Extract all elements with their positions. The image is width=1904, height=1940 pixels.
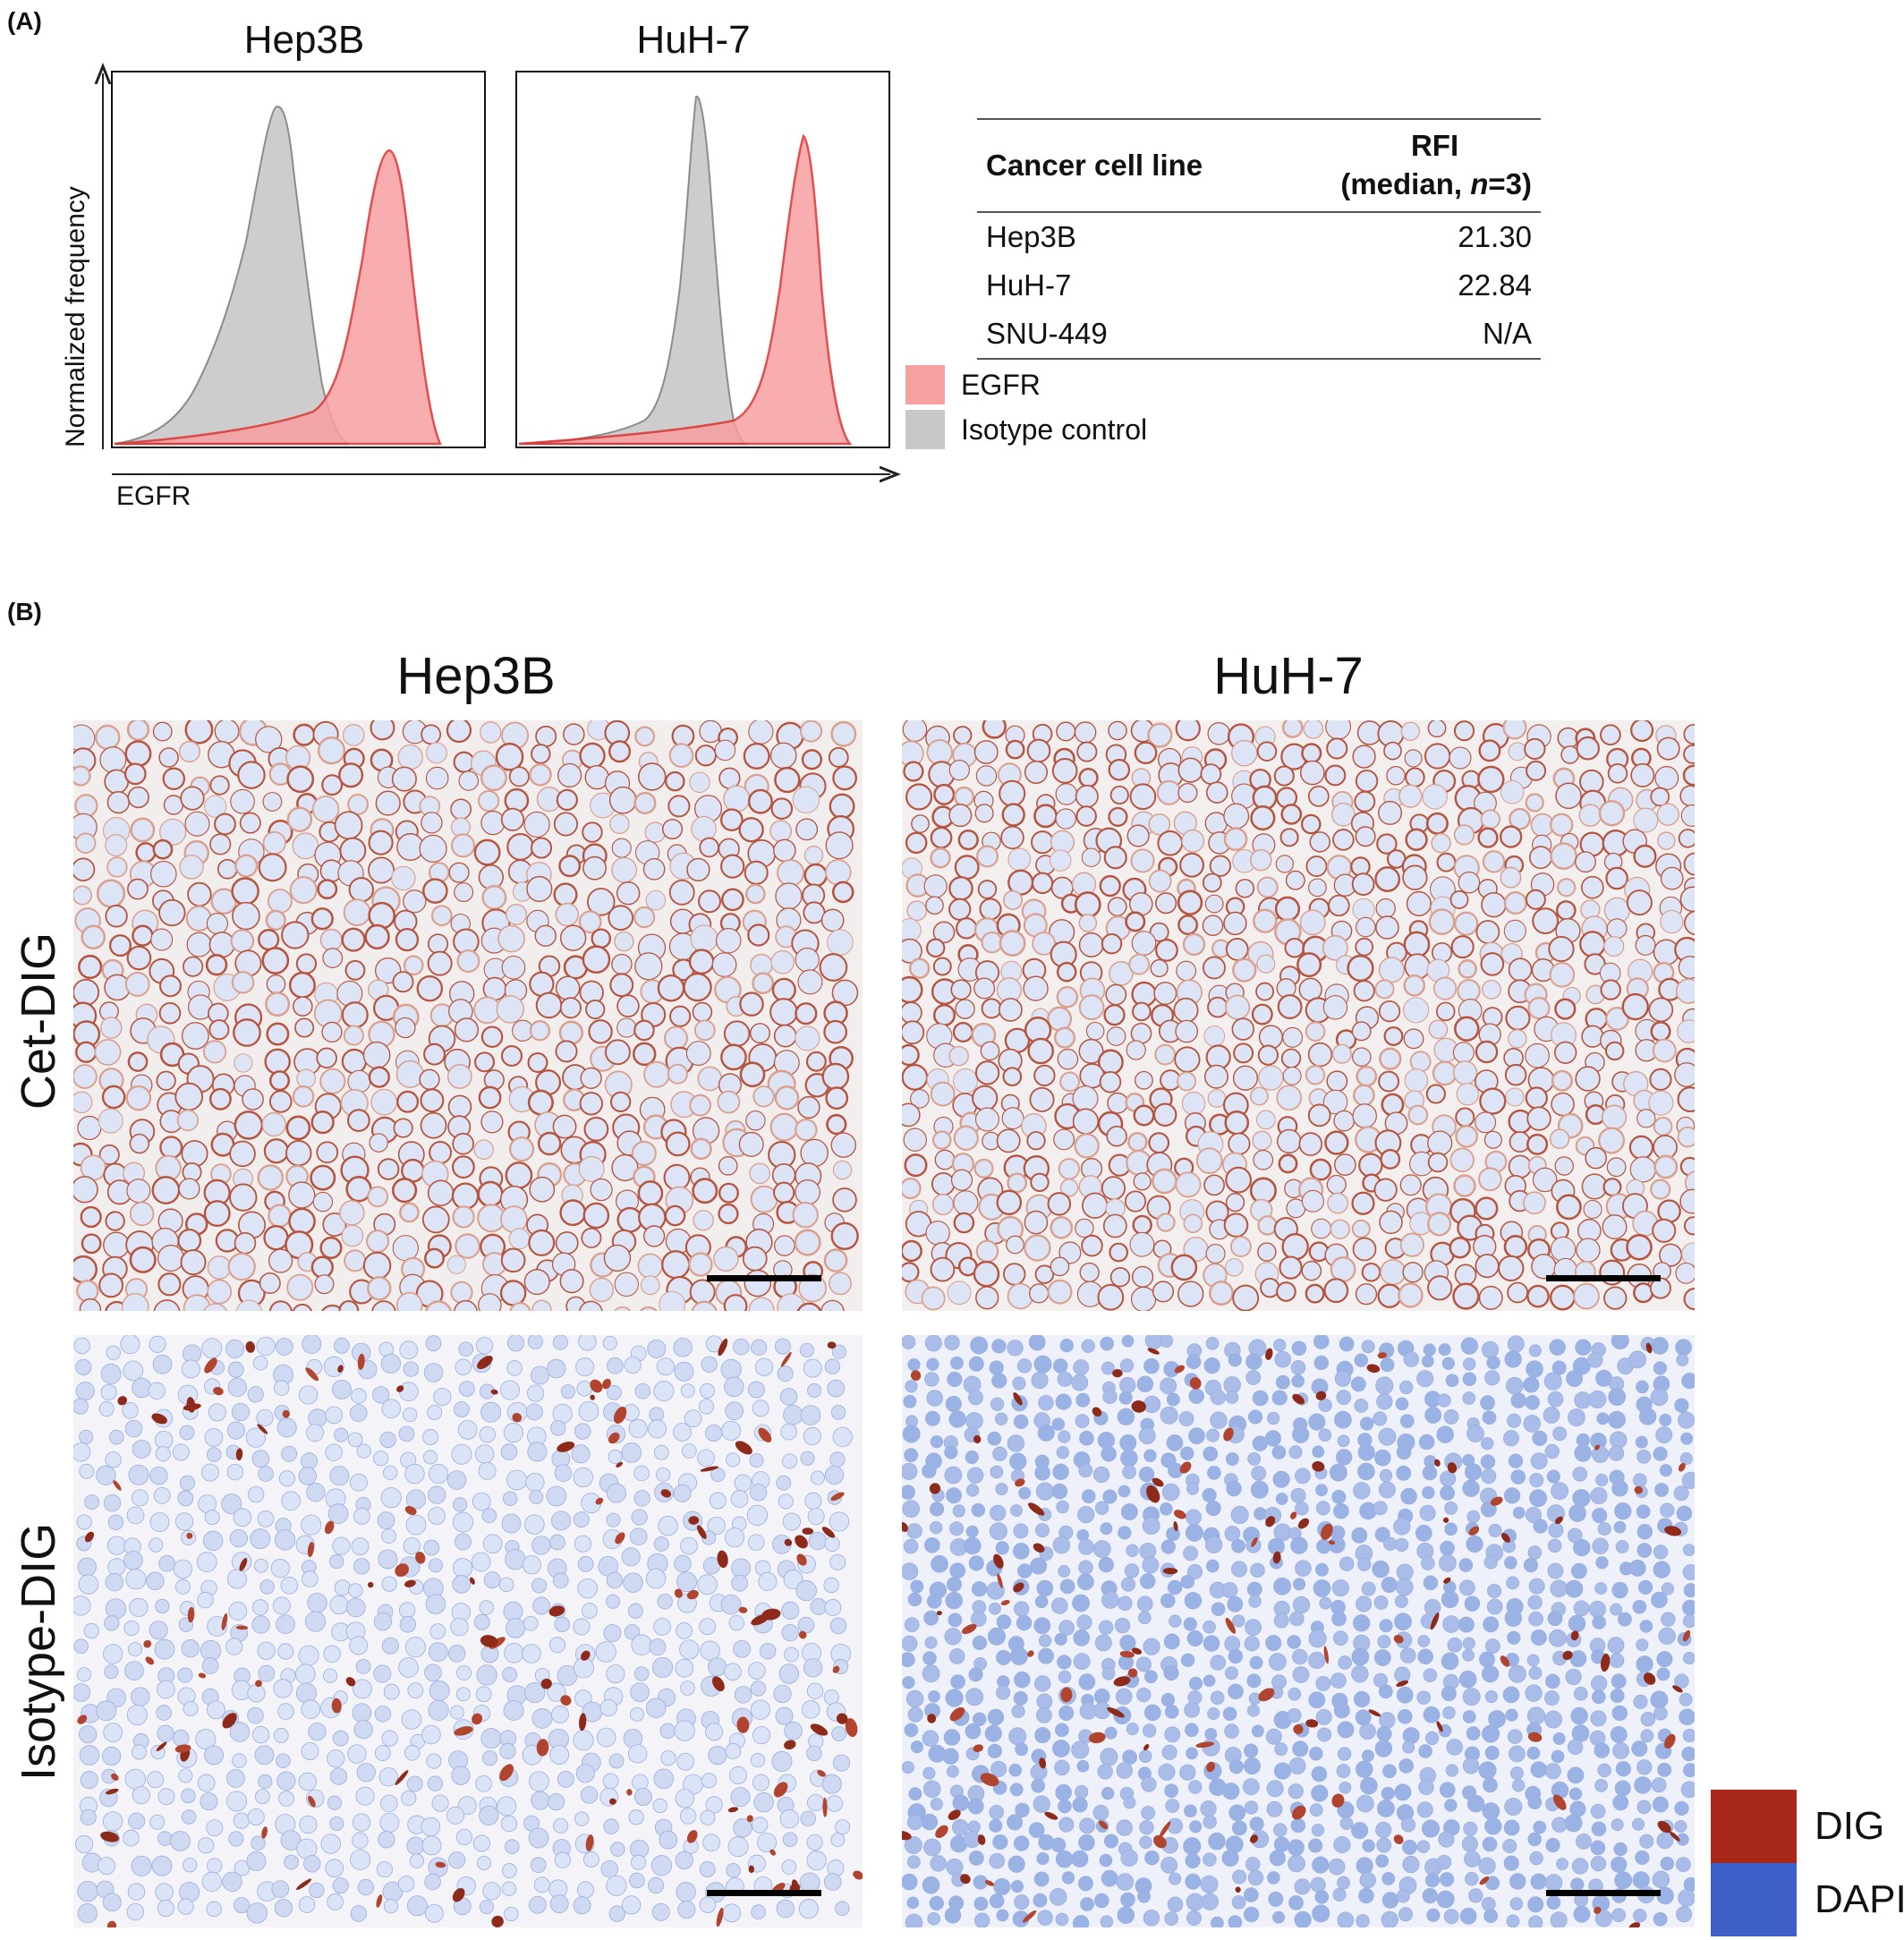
- legend-item-dig: DIG: [1711, 1790, 1904, 1863]
- rfi-table: Cancer cell line RFI (median, n=3) Hep3B…: [977, 118, 1541, 360]
- table-row: SNU-449 N/A: [977, 310, 1541, 358]
- panel-b-label: (B): [7, 598, 42, 625]
- y-axis-label: Normalized frequency: [61, 186, 90, 447]
- table-cell-line: HuH-7: [986, 268, 1072, 302]
- huh7-egfr-curve: [518, 133, 853, 446]
- table-cell-rfi: 22.84: [1458, 268, 1532, 302]
- huh7-histogram: [515, 71, 890, 448]
- scale-bar: [1546, 1890, 1661, 1896]
- panel-a-label: (A): [7, 7, 42, 35]
- legend-swatch-isotype: [905, 410, 945, 449]
- scale-bar: [1546, 1275, 1661, 1281]
- table-cell-rfi: 21.30: [1458, 219, 1532, 253]
- table-cell-line: Hep3B: [986, 219, 1076, 253]
- rfi-header-post: =3): [1488, 166, 1532, 200]
- table-cell-line: SNU-449: [986, 316, 1108, 350]
- legend-item-egfr: EGFR: [905, 365, 1147, 404]
- image-hep3b-isotype-dig: [73, 1335, 863, 1927]
- scale-bar: [707, 1890, 821, 1896]
- table-cell-rfi: N/A: [1482, 316, 1532, 350]
- image-huh7-isotype-dig: [902, 1335, 1695, 1927]
- scale-bar: [707, 1275, 821, 1281]
- x-axis-label: EGFR: [116, 481, 191, 511]
- rfi-header-line1: RFI: [1410, 129, 1459, 162]
- legend-swatch-dig: [1711, 1790, 1797, 1863]
- legend-swatch-egfr: [905, 365, 945, 404]
- legend-label-dapi: DAPI: [1815, 1877, 1904, 1921]
- legend-swatch-dapi: [1711, 1863, 1797, 1936]
- legend-label-egfr: EGFR: [961, 368, 1041, 401]
- table-row: Hep3B 21.30: [977, 212, 1541, 261]
- legend-item-isotype: Isotype control: [905, 410, 1147, 449]
- huh7-isotype-curve: [518, 95, 749, 445]
- hep3b-egfr-curve: [114, 149, 442, 446]
- rfi-header-n: n: [1470, 166, 1489, 200]
- hep3b-isotype-curve: [114, 106, 350, 445]
- stain-legend: DIG DAPI: [1711, 1790, 1904, 1936]
- legend-label-isotype: Isotype control: [961, 413, 1148, 446]
- legend-item-dapi: DAPI: [1711, 1863, 1904, 1936]
- row-title-isotype-dig: Isotype-DIG: [12, 1522, 65, 1781]
- table-row: HuH-7 22.84: [977, 261, 1541, 310]
- table-header-row: Cancer cell line RFI (median, n=3): [977, 120, 1541, 212]
- histogram-figure: [54, 63, 913, 510]
- row-title-cet-dig: Cet-DIG: [12, 932, 65, 1110]
- column-title-huh7: HuH-7: [1213, 647, 1364, 705]
- hep3b-histogram: [111, 71, 486, 448]
- legend-label-dig: DIG: [1815, 1804, 1885, 1848]
- histogram-legend: EGFR Isotype control: [905, 365, 1147, 449]
- table-header-rfi: RFI (median, n=3): [1275, 120, 1541, 212]
- rfi-header-pre: (median,: [1340, 166, 1471, 200]
- rfi-header-line2: (median, n=3): [1284, 166, 1532, 204]
- image-huh7-cet-dig: [902, 720, 1695, 1311]
- hist-title-hep3b: Hep3B: [243, 18, 365, 62]
- image-hep3b-cet-dig: [73, 720, 863, 1311]
- column-title-hep3b: Hep3B: [396, 647, 556, 705]
- hist-title-huh7: HuH-7: [636, 18, 751, 62]
- table-header-cell-line: Cancer cell line: [986, 148, 1203, 182]
